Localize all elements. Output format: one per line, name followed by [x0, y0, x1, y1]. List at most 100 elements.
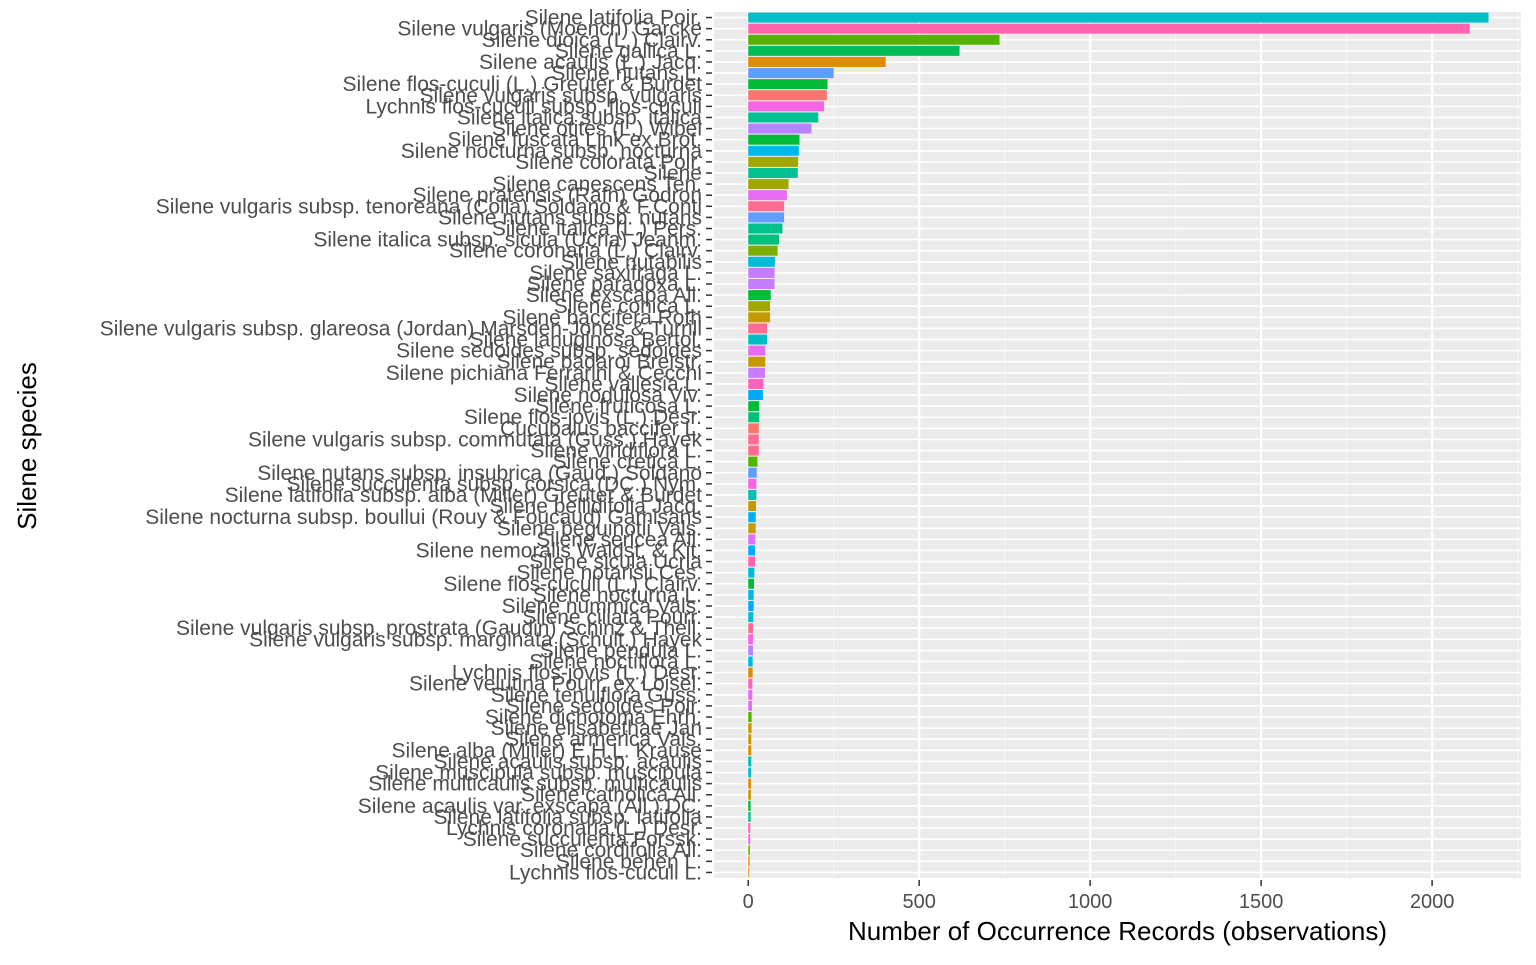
category-label: Silene nutabilis [561, 251, 702, 274]
bar [748, 312, 771, 323]
category-label: Silene dioica (L.) Clairv. [482, 29, 702, 52]
bar [748, 578, 755, 589]
bar [748, 145, 799, 156]
bar [748, 279, 775, 290]
bar [748, 789, 751, 800]
bar [748, 545, 756, 556]
category-label: Silene catholica All. [521, 784, 702, 807]
bar [748, 823, 751, 834]
category-label: Silene gallica L. [555, 40, 702, 63]
bar [748, 101, 825, 112]
bar [748, 834, 751, 845]
category-label: Silene multicaulis subsp. multicaulis [368, 773, 702, 796]
category-label: Silene paradoxa L. [527, 273, 702, 296]
bar [748, 678, 753, 689]
category-label: Lychnis flos-cuculi L. [509, 861, 702, 884]
bar [748, 589, 754, 600]
category-label: Silene flos-cuculi (L.) Greuter & Burdet [343, 73, 703, 96]
bar [748, 567, 755, 578]
category-label: Silene beguinotii Vals. [497, 517, 702, 540]
category-label: Silene vulgaris (Moench) Garcke [397, 18, 702, 41]
bar [748, 745, 752, 756]
category-label: Silene viridiflora L. [530, 440, 702, 463]
category-label: Silene sericea All. [536, 528, 702, 551]
category-label: Silene armerica Vals. [505, 728, 702, 751]
category-label: Silene pratensis (Rafn) Godron [413, 184, 702, 207]
category-label: Silene coronaria (L.) Clairv. [449, 240, 702, 263]
bar [748, 290, 771, 301]
category-label: Silene flos-cuculi (L.) Clairv. [443, 573, 702, 596]
category-label: Silene tenuiflora Guss. [491, 684, 702, 707]
category-label: Silene nocturna subsp. nocturna [401, 140, 703, 163]
category-label: Lychnis coronaria (L.) Desr. [446, 817, 702, 840]
bar [748, 756, 752, 767]
category-label: Silene ciliata Pourr. [522, 606, 702, 629]
category-label: Cucubalus baccifer L. [500, 417, 702, 440]
category-label: Silene nutans L. [551, 62, 702, 85]
bar [748, 390, 763, 401]
x-tick-label: 1000 [1068, 891, 1113, 913]
category-label: Silene succulenta Forssk. [463, 828, 702, 851]
category-label: Silene cretica L. [553, 451, 702, 474]
category-label: Silene lanuginosa Bertol. [470, 329, 702, 352]
bar [748, 856, 750, 867]
bar [748, 179, 789, 190]
category-label: Silene baccifera Roth [502, 306, 702, 329]
category-label: Silene nemoralis Waldst. & Kit. [416, 539, 702, 562]
category-label: Silene pendula L. [540, 639, 702, 662]
bar [748, 478, 757, 489]
bar [748, 778, 751, 789]
category-label: Silene nocturna subsp. boullui (Rouy & F… [145, 506, 702, 529]
bar [748, 301, 771, 312]
bar [748, 401, 760, 412]
category-label: Silene italica subsp. italica [457, 106, 702, 129]
bar [748, 667, 753, 678]
category-label: Silene cordifolia All. [520, 839, 702, 862]
category-label: Silene flos-jovis (L.) Desr. [464, 406, 702, 429]
bar [748, 378, 764, 389]
category-label: Silene italica (L.) Pers. [492, 218, 702, 241]
bar [748, 23, 1470, 34]
bar [748, 190, 787, 201]
category-label: Silene colorata Poir. [515, 151, 702, 174]
bar [748, 623, 753, 634]
category-label: Silene latifolia Poir. [525, 7, 702, 30]
category-label: Silene pichiana Ferrarini & Cecchi [386, 362, 702, 385]
category-label: Silene vulgaris subsp. vulgaris [420, 84, 702, 107]
bar [748, 434, 759, 445]
category-label: Silene vulgaris subsp. tenoreana (Colla)… [156, 195, 702, 218]
category-label: Silene sedoides Poir. [506, 695, 702, 718]
category-label: Silene vulgaris subsp. commutata (Guss.)… [248, 428, 703, 451]
bar [748, 445, 759, 456]
category-label: Silene fuscata Link ex Brot. [448, 129, 702, 152]
category-label: Silene alba (Miller) E.H.L. Krause [392, 739, 702, 762]
bar [748, 712, 752, 723]
bar [748, 456, 758, 467]
category-label: Silene badaroi Breistr. [497, 351, 702, 374]
bars [748, 12, 1489, 878]
bar [748, 512, 756, 523]
bar [748, 201, 785, 212]
bar [748, 256, 775, 267]
category-label: Silene bellidifolia Jacq. [490, 495, 702, 518]
category-label: Silene canescens Ten. [492, 173, 702, 196]
bar [748, 734, 752, 745]
category-label: Silene behen L. [556, 850, 702, 873]
bar [748, 867, 750, 878]
category-label: Silene vallesia L. [544, 373, 702, 396]
category-label: Silene muscipula subsp. muscipula [375, 762, 702, 785]
category-label: Lychnis flos-cuculi subsp. flos-cuculi [365, 95, 702, 118]
bar [748, 534, 756, 545]
bar [748, 767, 751, 778]
bar [748, 412, 760, 423]
x-tick-label: 0 [743, 891, 754, 913]
category-label: Silene exscapa All. [526, 284, 702, 307]
category-label: Silene acaulis var. exscapa (All.) DC. [358, 795, 702, 818]
category-label: Silene dichotoma Ehrh. [485, 706, 702, 729]
bar [748, 334, 768, 345]
category-label: Silene italica subsp. sicula (Ucria) Jea… [313, 229, 702, 252]
bar [748, 167, 798, 178]
bar [748, 56, 886, 67]
category-label: Silene sicula Ucria [529, 551, 702, 574]
